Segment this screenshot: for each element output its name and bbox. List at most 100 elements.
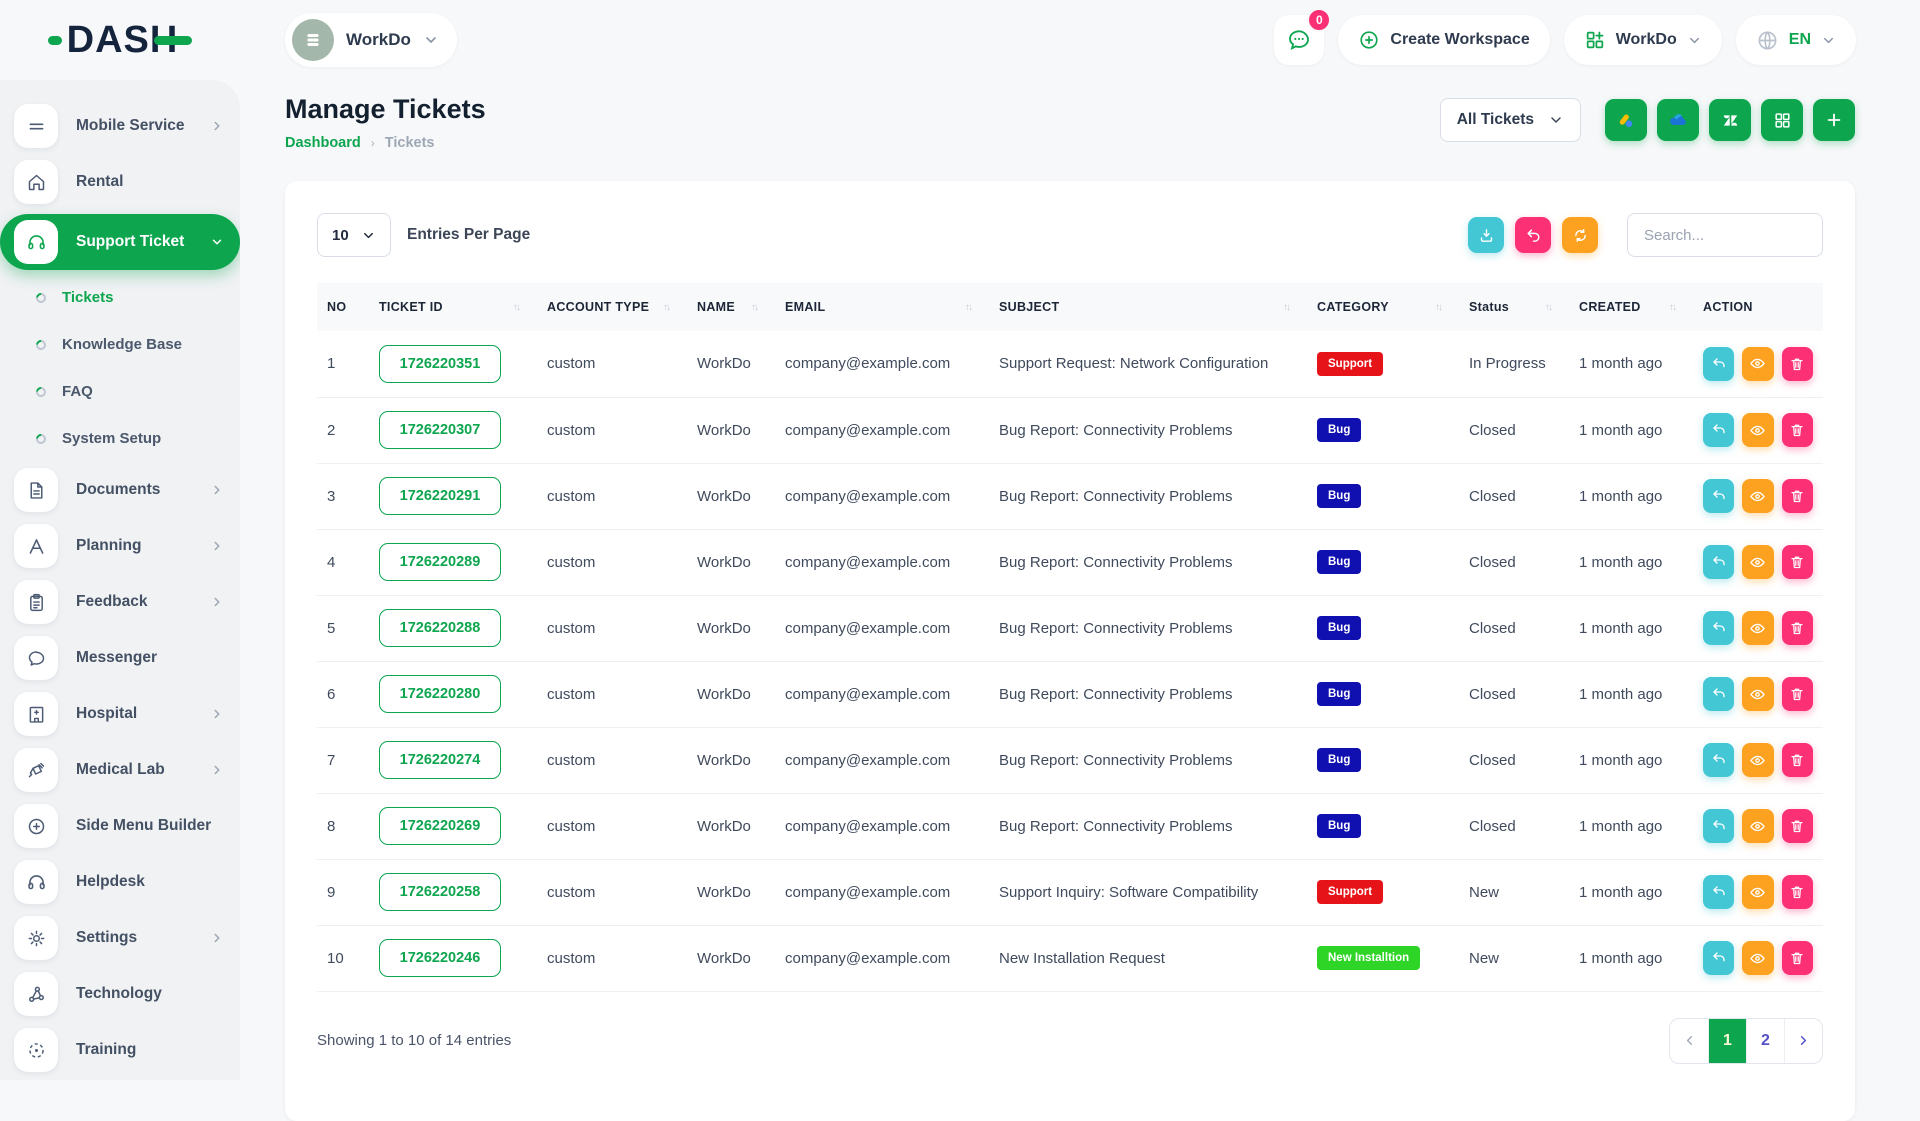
sidebar-subitem-tickets[interactable]: Tickets — [0, 274, 240, 321]
reply-button[interactable] — [1703, 545, 1734, 579]
refresh-icon — [1572, 227, 1589, 244]
view-button[interactable] — [1742, 479, 1773, 513]
delete-button[interactable] — [1782, 875, 1813, 909]
pagination-page-1[interactable]: 1 — [1708, 1019, 1746, 1063]
chevron-down-icon — [1821, 33, 1836, 48]
zendesk-integration-button[interactable] — [1709, 99, 1751, 141]
messages-button[interactable]: 0 — [1274, 15, 1324, 65]
sort-icon[interactable]: ↑↓ — [1435, 302, 1441, 313]
sidebar-subitem-faq[interactable]: FAQ — [0, 368, 240, 415]
view-button[interactable] — [1742, 677, 1773, 711]
adsense-integration-button[interactable] — [1605, 99, 1647, 141]
sidebar-item-hospital[interactable]: Hospital — [0, 686, 240, 742]
reply-button[interactable] — [1703, 611, 1734, 645]
col-no: NO — [327, 300, 346, 314]
sidebar-item-training[interactable]: Training — [0, 1022, 240, 1078]
delete-button[interactable] — [1782, 413, 1813, 447]
sidebar-item-messenger[interactable]: Messenger — [0, 630, 240, 686]
view-button[interactable] — [1742, 413, 1773, 447]
breadcrumb-dashboard[interactable]: Dashboard — [285, 135, 361, 151]
ticket-id-button[interactable]: 1726220307 — [379, 411, 501, 449]
sidebar-item-helpdesk[interactable]: Helpdesk — [0, 854, 240, 910]
pagination-page-2[interactable]: 2 — [1746, 1019, 1784, 1063]
reset-button[interactable] — [1515, 217, 1551, 253]
sidebar-item-planning[interactable]: Planning — [0, 518, 240, 574]
sidebar-subitem-system-setup[interactable]: System Setup — [0, 415, 240, 462]
sort-icon[interactable]: ↑↓ — [663, 302, 669, 313]
add-ticket-button[interactable] — [1813, 99, 1855, 141]
delete-button[interactable] — [1782, 545, 1813, 579]
delete-button[interactable] — [1782, 941, 1813, 975]
reply-button[interactable] — [1703, 809, 1734, 843]
view-button[interactable] — [1742, 743, 1773, 777]
create-workspace-button[interactable]: Create Workspace — [1338, 15, 1549, 65]
table-controls: 10 Entries Per Page — [317, 213, 1823, 257]
breadcrumb: Dashboard › Tickets — [285, 135, 486, 151]
delete-button[interactable] — [1782, 479, 1813, 513]
view-button[interactable] — [1742, 941, 1773, 975]
entries-per-page-select[interactable]: 10 — [317, 213, 391, 257]
sidebar-item-documents[interactable]: Documents — [0, 462, 240, 518]
headset-icon — [14, 220, 58, 264]
cell-status: New — [1459, 925, 1569, 991]
search-input[interactable] — [1627, 213, 1823, 257]
reply-button[interactable] — [1703, 677, 1734, 711]
language-selector[interactable]: EN — [1736, 15, 1856, 65]
reply-button[interactable] — [1703, 413, 1734, 447]
delete-button[interactable] — [1782, 347, 1813, 381]
ticket-id-button[interactable]: 1726220258 — [379, 873, 501, 911]
ticket-id-button[interactable]: 1726220289 — [379, 543, 501, 581]
ticket-id-button[interactable]: 1726220269 — [379, 807, 501, 845]
sidebar-subitem-knowledge-base[interactable]: Knowledge Base — [0, 321, 240, 368]
view-button[interactable] — [1742, 347, 1773, 381]
sidebar-item-medical-lab[interactable]: Medical Lab — [0, 742, 240, 798]
cell-name: WorkDo — [687, 859, 775, 925]
sort-icon[interactable]: ↑↓ — [965, 302, 971, 313]
sidebar-item-feedback[interactable]: Feedback — [0, 574, 240, 630]
delete-button[interactable] — [1782, 677, 1813, 711]
grid-view-button[interactable] — [1761, 99, 1803, 141]
view-button[interactable] — [1742, 611, 1773, 645]
export-button[interactable] — [1468, 217, 1504, 253]
cell-created: 1 month ago — [1569, 793, 1693, 859]
sort-icon[interactable]: ↑↓ — [513, 302, 519, 313]
pagination-prev[interactable] — [1670, 1019, 1708, 1063]
reply-button[interactable] — [1703, 941, 1734, 975]
reply-button[interactable] — [1703, 875, 1734, 909]
reply-button[interactable] — [1703, 743, 1734, 777]
ticket-id-button[interactable]: 1726220274 — [379, 741, 501, 779]
ticket-id-button[interactable]: 1726220351 — [379, 345, 501, 383]
sidebar-item-mobile-service[interactable]: Mobile Service — [0, 98, 240, 154]
cell-no: 1 — [317, 331, 369, 397]
sort-icon[interactable]: ↑↓ — [1669, 302, 1675, 313]
sidebar-item-rental[interactable]: Rental — [0, 154, 240, 210]
sidebar-item-technology[interactable]: Technology — [0, 966, 240, 1022]
ticket-filter-dropdown[interactable]: All Tickets — [1440, 98, 1581, 142]
reply-icon — [1711, 356, 1727, 372]
ticket-id-button[interactable]: 1726220288 — [379, 609, 501, 647]
ticket-id-button[interactable]: 1726220280 — [379, 675, 501, 713]
sidebar-item-support-ticket[interactable]: Support Ticket — [0, 214, 240, 270]
reply-button[interactable] — [1703, 347, 1734, 381]
reply-button[interactable] — [1703, 479, 1734, 513]
cell-name: WorkDo — [687, 397, 775, 463]
refresh-button[interactable] — [1562, 217, 1598, 253]
view-button[interactable] — [1742, 875, 1773, 909]
view-button[interactable] — [1742, 809, 1773, 843]
pagination-next[interactable] — [1784, 1019, 1822, 1063]
ticket-id-button[interactable]: 1726220246 — [379, 939, 501, 977]
sort-icon[interactable]: ↑↓ — [751, 302, 757, 313]
sort-icon[interactable]: ↑↓ — [1545, 302, 1551, 313]
delete-button[interactable] — [1782, 743, 1813, 777]
sort-icon[interactable]: ↑↓ — [1283, 302, 1289, 313]
delete-button[interactable] — [1782, 809, 1813, 843]
app-switcher-button[interactable]: WorkDo — [1564, 15, 1722, 65]
ticket-id-button[interactable]: 1726220291 — [379, 477, 501, 515]
workspace-selector[interactable]: WorkDo — [285, 13, 457, 67]
delete-button[interactable] — [1782, 611, 1813, 645]
view-button[interactable] — [1742, 545, 1773, 579]
table-row: 2 1726220307 custom WorkDo company@examp… — [317, 397, 1823, 463]
sidebar-item-side-menu-builder[interactable]: Side Menu Builder — [0, 798, 240, 854]
sidebar-item-settings[interactable]: Settings — [0, 910, 240, 966]
onedrive-integration-button[interactable] — [1657, 99, 1699, 141]
